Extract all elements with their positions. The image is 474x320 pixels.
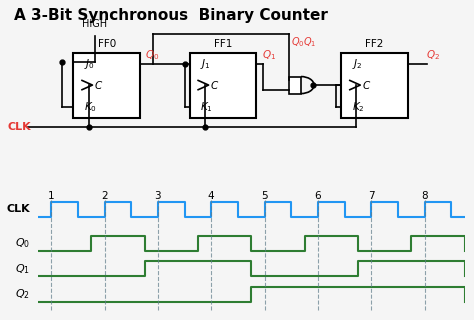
Text: FF2: FF2 — [365, 39, 383, 49]
Text: 7: 7 — [368, 190, 374, 201]
Text: 8: 8 — [421, 190, 428, 201]
Text: HIGH: HIGH — [82, 20, 108, 29]
Text: 6: 6 — [315, 190, 321, 201]
FancyBboxPatch shape — [73, 52, 140, 117]
Text: FF0: FF0 — [98, 39, 116, 49]
Text: $Q_0$: $Q_0$ — [15, 236, 30, 250]
Text: $J_{2}$: $J_{2}$ — [352, 57, 362, 71]
Text: $C$: $C$ — [362, 79, 371, 91]
Text: 4: 4 — [208, 190, 215, 201]
Text: $Q_2$: $Q_2$ — [15, 287, 30, 301]
Text: $K_{0}$: $K_{0}$ — [84, 100, 97, 114]
FancyBboxPatch shape — [190, 52, 256, 117]
Text: 3: 3 — [155, 190, 161, 201]
Text: $Q_2$: $Q_2$ — [426, 48, 440, 62]
Text: FF1: FF1 — [214, 39, 232, 49]
Text: $Q_0$: $Q_0$ — [145, 48, 159, 62]
Text: 2: 2 — [101, 190, 108, 201]
Text: 5: 5 — [261, 190, 268, 201]
Text: A 3-Bit Synchronous  Binary Counter: A 3-Bit Synchronous Binary Counter — [14, 8, 328, 23]
FancyBboxPatch shape — [289, 76, 301, 93]
FancyBboxPatch shape — [341, 52, 408, 117]
Text: CLK: CLK — [6, 204, 30, 214]
Text: $J_{0}$: $J_{0}$ — [84, 57, 95, 71]
Text: $Q_1$: $Q_1$ — [262, 48, 276, 62]
Text: 1: 1 — [48, 190, 55, 201]
Text: CLK: CLK — [7, 122, 31, 132]
Text: $K_{1}$: $K_{1}$ — [200, 100, 213, 114]
Text: $Q_0 Q_1$: $Q_0 Q_1$ — [291, 35, 316, 49]
Text: $K_{2}$: $K_{2}$ — [352, 100, 365, 114]
Text: $J_{1}$: $J_{1}$ — [200, 57, 211, 71]
Text: $Q_1$: $Q_1$ — [15, 262, 30, 276]
Text: $C$: $C$ — [210, 79, 219, 91]
Text: $C$: $C$ — [94, 79, 103, 91]
